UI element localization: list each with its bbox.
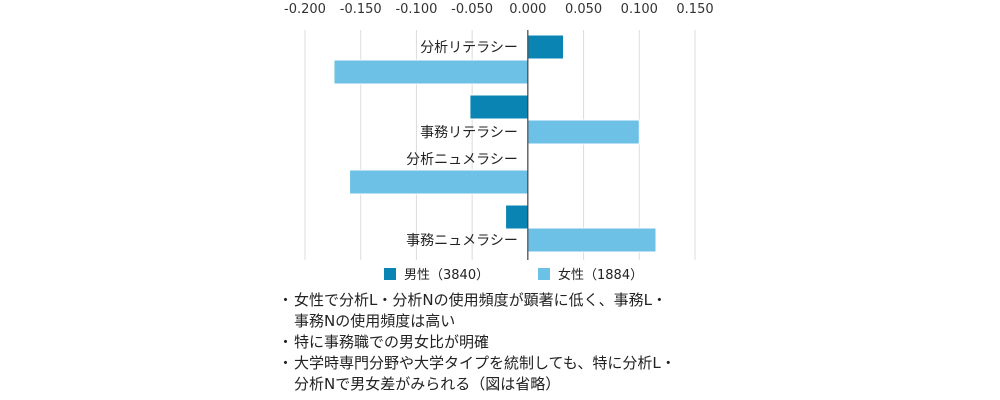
bars: [333, 34, 657, 253]
bar-female: [527, 119, 640, 145]
x-tick-label: -0.200: [284, 2, 326, 17]
category-label: 事務リテラシー: [420, 125, 518, 141]
x-tick-label: 0.000: [509, 2, 546, 17]
note-text: 大学時専門分野や大学タイプを統制しても、特に分析L・ 分析Nで男女差がみられる（…: [294, 354, 676, 393]
note-item: ・ 女性で分析L・分析Nの使用頻度が顕著に低く、事務L・ 事務Nの使用頻度は高い: [278, 290, 748, 332]
note-item: ・ 大学時専門分野や大学タイプを統制しても、特に分析L・ 分析Nで男女差がみられ…: [278, 353, 748, 395]
bar-chart: -0.200 -0.150 -0.100 -0.050 0.000 0.050 0.100 0…: [284, 2, 714, 283]
category-label: 分析ニュメラシー: [406, 152, 518, 168]
legend-swatch: [384, 268, 396, 280]
legend: 男性（3840） 女性（1884）: [384, 267, 643, 283]
x-tick-label: 0.150: [676, 2, 713, 17]
bar-male: [469, 94, 529, 120]
x-tick-label: 0.050: [565, 2, 602, 17]
note-item: ・ 特に事務職での男女比が明確: [278, 332, 748, 353]
bullet: ・: [278, 291, 294, 309]
bar-female: [333, 59, 529, 85]
x-tick-label: -0.050: [451, 2, 493, 17]
bar-male: [527, 34, 565, 60]
bullet: ・: [278, 354, 294, 372]
x-tick-label: -0.150: [340, 2, 382, 17]
note-text: 特に事務職での男女比が明確: [294, 333, 490, 351]
legend-label: 女性（1884）: [558, 267, 643, 283]
bar-female: [527, 227, 657, 253]
category-label: 分析リテラシー: [420, 40, 518, 56]
x-tick-label: -0.100: [395, 2, 437, 17]
x-tick-label: 0.100: [621, 2, 658, 17]
bar-female: [349, 169, 529, 195]
bar-male: [505, 204, 529, 230]
legend-label: 男性（3840）: [404, 268, 489, 283]
x-axis-ticks: -0.200 -0.150 -0.100 -0.050 0.000 0.050 0.100 0…: [284, 2, 714, 17]
legend-swatch: [538, 268, 550, 280]
notes-list: ・ 女性で分析L・分析Nの使用頻度が顕著に低く、事務L・ 事務Nの使用頻度は高い…: [278, 290, 748, 395]
bullet: ・: [278, 333, 294, 351]
note-text: 女性で分析L・分析Nの使用頻度が顕著に低く、事務L・ 事務Nの使用頻度は高い: [294, 291, 667, 330]
category-label: 事務ニュメラシー: [406, 233, 518, 249]
